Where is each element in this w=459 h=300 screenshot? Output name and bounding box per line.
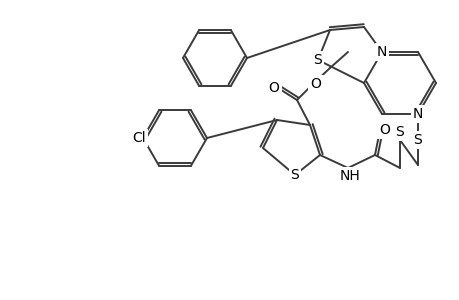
Text: O: O — [379, 123, 390, 137]
Text: Cl: Cl — [132, 131, 146, 145]
Text: S: S — [313, 53, 322, 67]
Text: N: N — [376, 45, 386, 59]
Text: S: S — [395, 125, 403, 139]
Text: O: O — [310, 77, 321, 91]
Text: NH: NH — [339, 169, 359, 183]
Text: S: S — [290, 168, 299, 182]
Text: S: S — [413, 133, 421, 147]
Text: N: N — [412, 107, 422, 121]
Text: O: O — [268, 81, 279, 95]
